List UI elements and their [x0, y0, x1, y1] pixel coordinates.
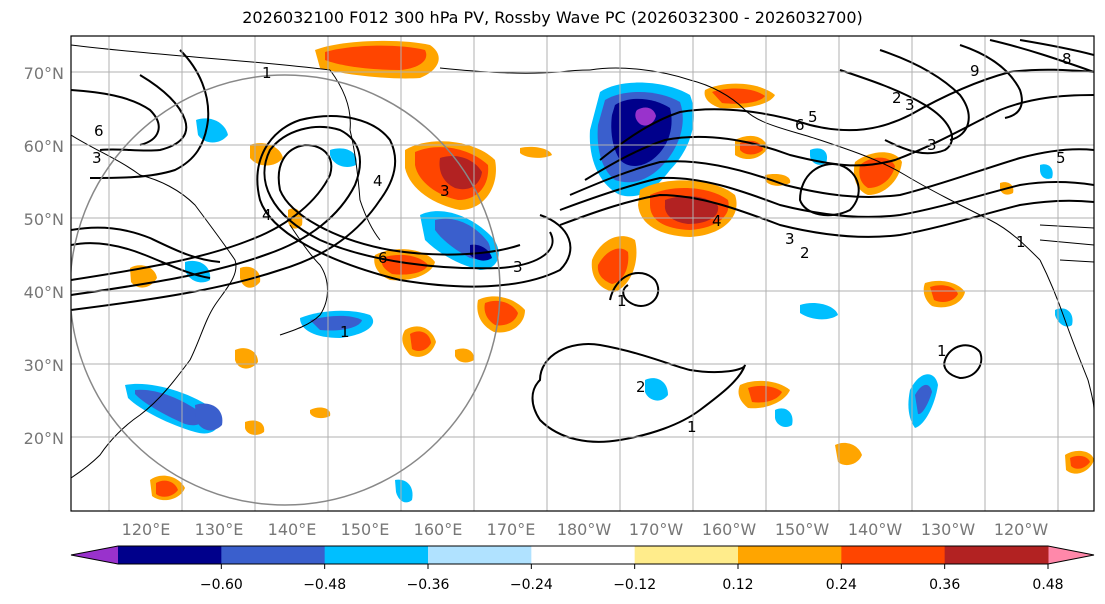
colorbar-extend-high	[1048, 546, 1094, 564]
lon-label: 170°W	[629, 520, 684, 539]
contour-label: 3	[927, 136, 937, 154]
colorbar-cell	[841, 546, 946, 564]
lat-label: 50°N	[24, 210, 64, 229]
latitude-labels: 70°N 60°N 50°N 40°N 30°N 20°N	[24, 64, 64, 448]
contour-label: 6	[94, 122, 104, 140]
contour-label: 3	[440, 182, 450, 200]
colorbar-cell	[634, 546, 739, 564]
coast-kamchatka	[329, 69, 381, 241]
coast-north-america	[1039, 259, 1094, 411]
colorbar-cell	[738, 546, 842, 564]
colorbar-tick-label: 0.36	[929, 577, 960, 593]
colorbar-cell	[531, 546, 636, 564]
lat-label: 60°N	[24, 137, 64, 156]
lon-label: 140°W	[848, 520, 903, 539]
colorbar-extend-low	[71, 546, 118, 564]
contour-label: 2	[800, 244, 810, 262]
colorbar-cell	[324, 546, 429, 564]
contour-label: 3	[513, 258, 523, 276]
coast-asia	[71, 134, 237, 479]
contour-label: 1	[617, 292, 627, 310]
map-frame	[70, 35, 1095, 512]
lon-label: 170°E	[487, 520, 536, 539]
contour-label: 4	[712, 212, 722, 230]
contour-label: 3	[785, 230, 795, 248]
contour-label: 3	[905, 96, 915, 114]
lon-label: 140°E	[268, 520, 317, 539]
coast-alaska	[589, 67, 1041, 261]
contour-label: 3	[92, 149, 102, 167]
contour-lines	[71, 39, 1094, 443]
colorbar-tick-label: −0.60	[200, 577, 243, 593]
lat-label: 40°N	[24, 283, 64, 302]
lon-label: 120°W	[994, 520, 1049, 539]
contour-label: 2	[892, 89, 902, 107]
colorbar-tick-label: 0.24	[826, 577, 857, 593]
pv-anomaly-shading	[125, 40, 1094, 503]
contour-label: 4	[262, 206, 272, 224]
colorbar: −0.60 −0.48 −0.36 −0.24 −0.12 0.12 0.24 0.36 0.4…	[70, 545, 1095, 593]
contour-label: 1	[1016, 233, 1026, 251]
colorbar-tick-label: −0.48	[303, 577, 346, 593]
lat-label: 70°N	[24, 64, 64, 83]
lon-label: 120°E	[122, 520, 171, 539]
lon-label: 180°W	[557, 520, 612, 539]
contour-label: 8	[1062, 50, 1072, 68]
contour-label: 1	[340, 323, 350, 341]
contour-label: 1	[262, 64, 272, 82]
figure-title: 2026032100 F012 300 hPa PV, Rossby Wave …	[242, 8, 863, 27]
contour-label: 6	[795, 116, 805, 134]
lon-label: 150°E	[341, 520, 390, 539]
lon-label: 150°W	[775, 520, 830, 539]
colorbar-tick-label: −0.12	[613, 577, 656, 593]
contour-label: 2	[636, 378, 646, 396]
colorbar-cell	[944, 546, 1049, 564]
contour-label: 1	[687, 418, 697, 436]
lat-label: 20°N	[24, 429, 64, 448]
colorbar-cell	[428, 546, 532, 564]
colorbar-outline	[70, 545, 1095, 565]
colorbar-cell	[118, 546, 222, 564]
colorbar-cell	[221, 546, 326, 564]
lat-lon-grid	[71, 36, 1094, 511]
colorbar-tick-label: 0.12	[722, 577, 753, 593]
contour-label: 5	[1056, 149, 1066, 167]
contour-label: 6	[378, 249, 388, 267]
lat-label: 30°N	[24, 356, 64, 375]
colorbar-tick-label: −0.36	[407, 577, 450, 593]
lon-label: 130°W	[921, 520, 976, 539]
contour-label: 9	[970, 62, 980, 80]
contour-labels: 3 1 6 3 4 2 3 5 4 6 3 2 1 6 5 3 4 1 3 2 …	[92, 50, 1072, 436]
lon-label: 130°E	[195, 520, 244, 539]
colorbar-tick-label: 0.48	[1032, 577, 1063, 593]
contour-label: 4	[373, 172, 383, 190]
range-circle	[71, 74, 501, 506]
lon-label: 160°E	[414, 520, 463, 539]
colorbar-tick-label: −0.24	[510, 577, 553, 593]
coastlines	[71, 44, 1094, 479]
lon-label: 160°W	[702, 520, 757, 539]
contour-label: 1	[937, 342, 947, 360]
longitude-labels: 120°E 130°E 140°E 150°E 160°E 170°E 180°…	[122, 520, 1049, 539]
contour-label: 5	[808, 108, 818, 126]
